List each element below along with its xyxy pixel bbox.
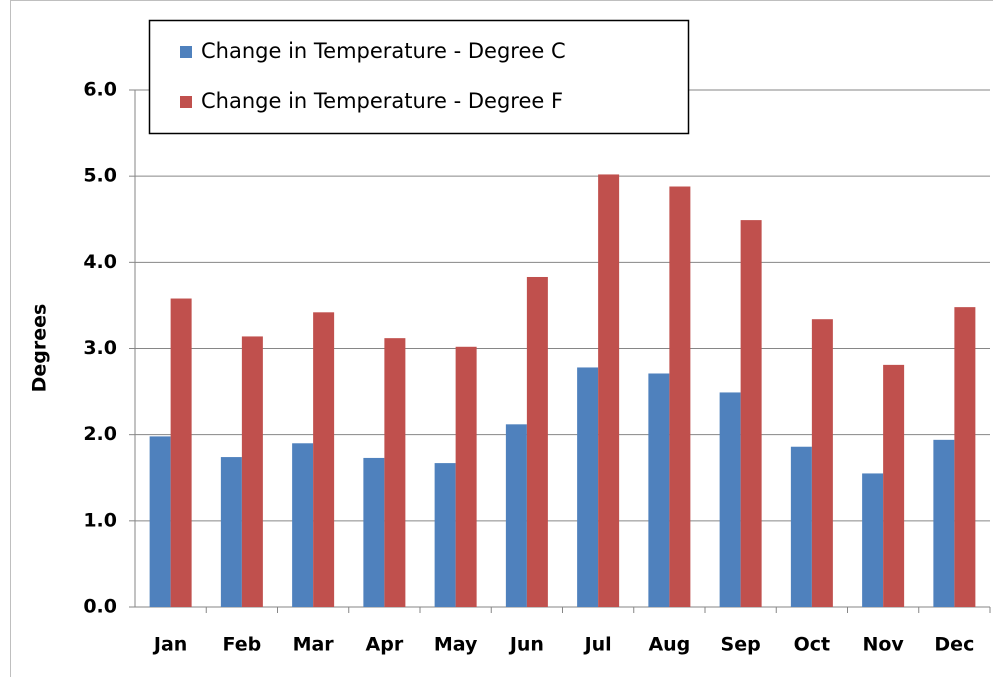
legend-swatch [180, 46, 192, 58]
y-tick-label: 2.0 [83, 423, 117, 445]
y-tick-label: 4.0 [83, 251, 117, 273]
x-tick-label: Oct [794, 634, 831, 656]
bar [577, 367, 599, 607]
y-tick-label: 1.0 [83, 509, 117, 531]
x-tick-label: Jan [152, 634, 187, 656]
bar [434, 463, 456, 607]
legend-label: Change in Temperature - Degree F [201, 89, 563, 113]
x-tick-label: Jun [508, 634, 544, 656]
bar [648, 373, 670, 607]
bar [292, 443, 314, 607]
x-tick-label: Nov [862, 634, 904, 656]
bar [220, 457, 242, 607]
bar [933, 439, 955, 607]
bar [719, 392, 741, 607]
bar [384, 338, 406, 607]
bar [241, 336, 263, 607]
bar [149, 436, 171, 607]
x-tick-label: Apr [366, 634, 404, 656]
bar [313, 312, 335, 607]
bar [526, 276, 548, 607]
x-tick-label: Sep [721, 634, 761, 656]
x-tick-label: Feb [223, 634, 262, 656]
bar [883, 364, 905, 607]
x-tick-label: Jul [583, 634, 612, 656]
y-tick-label: 0.0 [83, 596, 117, 618]
bar [363, 457, 385, 607]
bar [505, 424, 527, 607]
y-tick-label: 6.0 [83, 79, 117, 101]
bar [740, 220, 762, 607]
bar [954, 307, 976, 607]
bar [862, 473, 884, 607]
x-tick-label: Dec [934, 634, 974, 656]
y-tick-label: 3.0 [83, 337, 117, 359]
bar [455, 346, 477, 607]
y-axis-title: Degrees [29, 304, 51, 393]
bar [669, 186, 691, 608]
x-tick-label: Mar [293, 634, 335, 656]
y-tick-label: 5.0 [83, 165, 117, 187]
x-tick-label: May [434, 634, 478, 656]
bar [598, 174, 620, 607]
x-tick-label: Aug [648, 634, 690, 656]
legend-box [148, 19, 690, 135]
bar [170, 298, 192, 607]
bar [811, 319, 833, 607]
bar [790, 446, 812, 607]
legend-swatch [180, 96, 192, 108]
legend-label: Change in Temperature - Degree C [201, 39, 566, 63]
